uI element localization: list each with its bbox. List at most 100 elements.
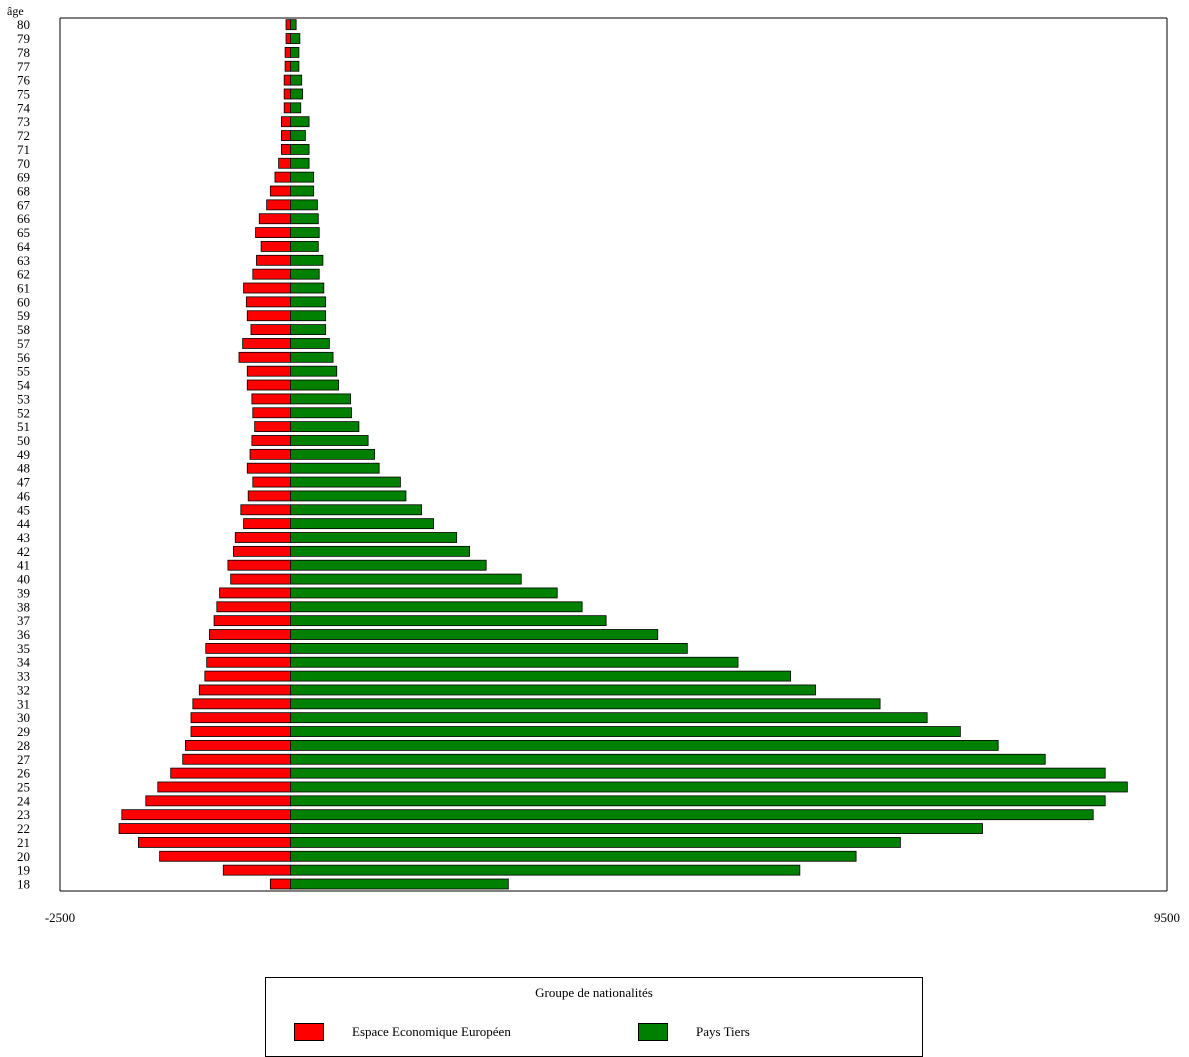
y-tick-label-64: 64 [17, 239, 31, 254]
bar-eee-age-37 [213, 615, 292, 627]
bar-pays-tiers-age-79 [290, 33, 301, 44]
bar-eee-age-23 [121, 809, 292, 821]
legend-title: Groupe de nationalités [535, 985, 653, 1000]
y-tick-label-67: 67 [17, 197, 31, 212]
y-tick-label-44: 44 [17, 516, 31, 531]
y-tick-label-74: 74 [17, 100, 31, 115]
bar-eee-age-68 [269, 185, 292, 197]
bar-eee-age-69 [274, 171, 292, 183]
bar-eee-age-39 [219, 587, 292, 599]
legend-item-eee: Espace Economique Européen [294, 1022, 511, 1042]
y-tick-label-52: 52 [17, 405, 30, 420]
y-tick-label-32: 32 [17, 682, 30, 697]
bar-eee-age-27 [182, 753, 292, 765]
bar-pays-tiers-age-60 [290, 296, 327, 308]
y-tick-label-25: 25 [17, 779, 30, 794]
x-tick-label-1: 9500 [1154, 910, 1180, 925]
bar-pays-tiers-age-68 [290, 185, 315, 197]
bar-eee-age-72 [280, 130, 292, 141]
bar-pays-tiers-age-33 [290, 670, 792, 682]
bar-eee-age-60 [245, 296, 292, 308]
bar-pays-tiers-age-78 [290, 47, 300, 58]
bar-eee-age-38 [216, 601, 292, 613]
bar-eee-age-65 [255, 227, 292, 238]
bar-eee-age-44 [243, 518, 292, 530]
y-tick-label-46: 46 [17, 488, 31, 503]
y-tick-label-70: 70 [17, 156, 30, 171]
bar-pays-tiers-age-54 [290, 379, 339, 391]
y-tick-label-51: 51 [17, 419, 30, 434]
y-tick-label-61: 61 [17, 281, 30, 296]
bar-eee-age-59 [246, 310, 292, 322]
bar-pays-tiers-age-40 [290, 573, 522, 585]
bar-eee-age-63 [256, 254, 292, 266]
bar-eee-age-43 [234, 532, 292, 543]
bar-pays-tiers-age-29 [290, 726, 961, 737]
bar-pays-tiers-age-23 [290, 809, 1094, 821]
bar-eee-age-25 [157, 781, 292, 793]
y-tick-label-68: 68 [17, 184, 30, 199]
bar-pays-tiers-age-80 [290, 19, 297, 31]
bar-pays-tiers-age-19 [290, 864, 801, 876]
bar-pays-tiers-age-59 [290, 310, 327, 322]
bar-eee-age-35 [205, 642, 292, 654]
bar-eee-age-78 [284, 47, 292, 58]
bar-pays-tiers-age-74 [290, 102, 302, 114]
bar-pays-tiers-age-31 [290, 698, 881, 710]
y-tick-label-29: 29 [17, 724, 30, 739]
bar-pays-tiers-age-75 [290, 88, 304, 100]
bar-pays-tiers-age-61 [290, 282, 325, 294]
y-tick-label-60: 60 [17, 294, 30, 309]
bar-eee-age-24 [145, 795, 292, 807]
bar-eee-age-33 [204, 670, 292, 682]
bar-pays-tiers-age-46 [290, 490, 407, 502]
bar-eee-age-74 [283, 102, 292, 114]
bar-pays-tiers-age-34 [290, 656, 739, 668]
y-tick-label-57: 57 [17, 336, 31, 351]
y-tick-label-39: 39 [17, 585, 30, 600]
bar-pays-tiers-age-71 [290, 144, 310, 155]
bar-pays-tiers-age-69 [290, 171, 315, 183]
y-tick-label-50: 50 [17, 433, 30, 448]
bar-pays-tiers-age-77 [290, 60, 300, 72]
y-tick-label-78: 78 [17, 45, 30, 60]
bar-pays-tiers-age-44 [290, 518, 435, 530]
y-tick-label-30: 30 [17, 710, 30, 725]
bar-eee-age-32 [198, 684, 292, 696]
bar-eee-age-77 [284, 60, 292, 72]
legend-item-pays-tiers: Pays Tiers [638, 1022, 750, 1042]
y-tick-label-27: 27 [17, 752, 31, 767]
legend-swatch-pays-tiers [638, 1023, 668, 1041]
y-tick-label-22: 22 [17, 821, 30, 836]
y-tick-label-19: 19 [17, 863, 30, 878]
bar-pays-tiers-age-28 [290, 740, 999, 751]
y-tick-label-31: 31 [17, 696, 30, 711]
population-pyramid-chart: 1819202122232425262728293031323334353637… [7, 4, 1180, 925]
bar-eee-age-71 [280, 144, 292, 155]
bar-eee-age-62 [252, 268, 292, 280]
bar-pays-tiers-age-63 [290, 254, 324, 266]
bar-eee-age-40 [230, 573, 292, 585]
bar-pays-tiers-age-49 [290, 448, 375, 460]
bar-pays-tiers-age-45 [290, 504, 423, 516]
bar-eee-age-42 [233, 545, 292, 557]
bar-pays-tiers-age-30 [290, 712, 928, 724]
bar-pays-tiers-age-66 [290, 213, 319, 225]
bar-eee-age-49 [249, 448, 292, 460]
y-tick-label-48: 48 [17, 461, 30, 476]
bar-eee-age-36 [209, 629, 292, 640]
y-tick-label-24: 24 [17, 793, 31, 808]
bar-pays-tiers-age-39 [290, 587, 558, 599]
bar-eee-age-21 [138, 837, 292, 848]
bar-eee-age-22 [118, 823, 292, 834]
y-tick-label-71: 71 [17, 142, 30, 157]
y-tick-label-28: 28 [17, 738, 30, 753]
bar-eee-age-34 [206, 656, 292, 668]
bar-eee-age-73 [280, 116, 292, 128]
bar-pays-tiers-age-52 [290, 407, 352, 419]
bar-eee-age-53 [251, 393, 292, 405]
bar-pays-tiers-age-18 [290, 878, 509, 890]
y-tick-label-38: 38 [17, 599, 30, 614]
bar-eee-age-19 [222, 864, 292, 876]
bar-eee-age-58 [250, 324, 292, 336]
